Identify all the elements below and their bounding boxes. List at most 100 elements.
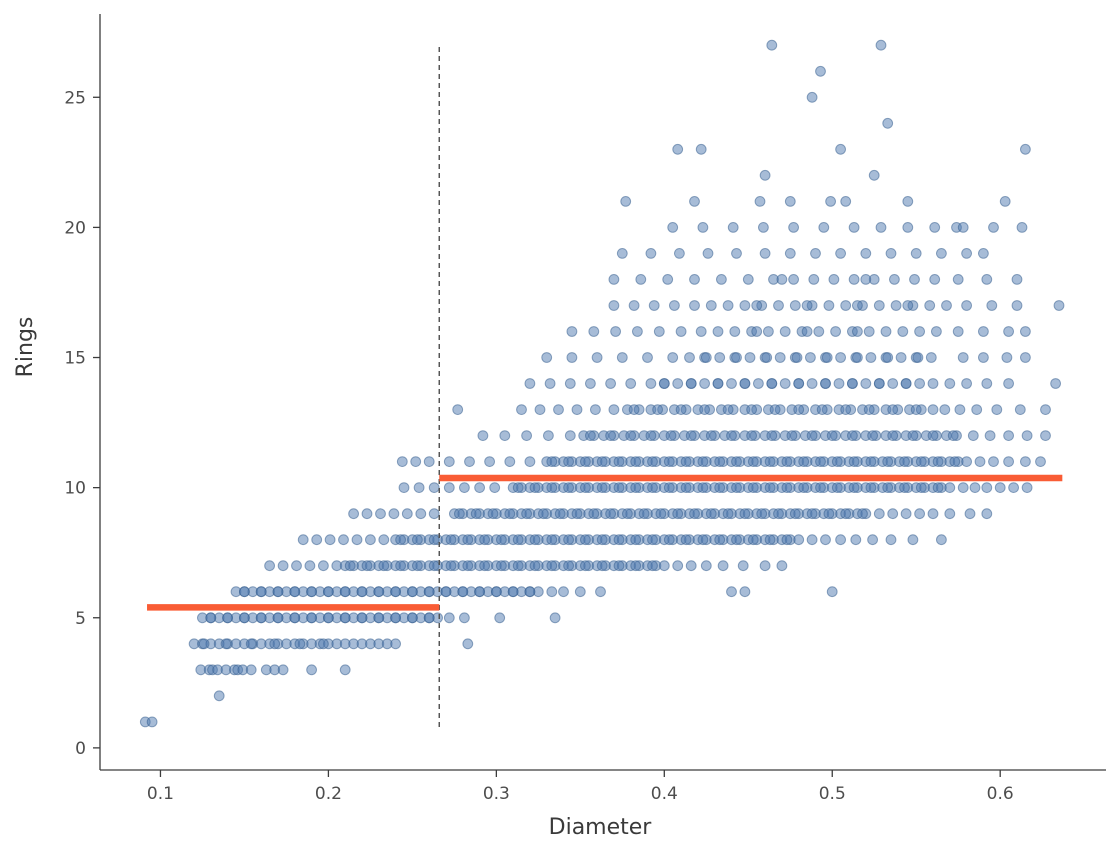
y-tick-label: 15 — [64, 349, 86, 369]
data-point — [788, 274, 799, 285]
data-point — [776, 560, 788, 572]
data-point — [875, 39, 887, 51]
data-point — [504, 456, 516, 468]
data-point — [927, 508, 939, 520]
data-point — [239, 612, 250, 624]
data-point — [852, 352, 863, 363]
data-point — [588, 326, 600, 337]
data-point — [700, 352, 712, 363]
data-point — [662, 274, 674, 285]
data-point — [914, 326, 925, 337]
data-point — [365, 534, 376, 546]
data-point — [1040, 404, 1051, 416]
data-point — [499, 430, 511, 442]
data-point — [981, 378, 993, 389]
data-point — [628, 404, 640, 416]
data-point — [925, 352, 937, 363]
data-point — [882, 456, 894, 468]
data-point — [895, 352, 907, 363]
data-point — [596, 560, 608, 572]
data-point — [952, 274, 964, 285]
data-point — [440, 586, 452, 598]
data-point — [647, 456, 658, 468]
data-point — [680, 456, 692, 468]
data-point — [574, 586, 586, 598]
data-point — [717, 560, 729, 572]
data-point — [538, 508, 549, 520]
data-point — [647, 482, 658, 494]
data-point — [763, 326, 774, 337]
scatter-points — [139, 39, 1065, 728]
data-point — [605, 378, 616, 389]
data-point — [543, 430, 554, 442]
data-point — [889, 274, 900, 285]
data-point — [784, 196, 796, 207]
data-point — [868, 169, 880, 181]
data-point — [459, 612, 470, 624]
data-point — [428, 560, 440, 572]
data-point — [289, 612, 301, 624]
data-point — [705, 508, 717, 520]
data-point — [949, 456, 961, 468]
y-tick-label: 0 — [75, 739, 86, 759]
data-point — [613, 534, 625, 546]
data-point — [705, 430, 717, 442]
data-point — [776, 274, 788, 285]
data-point — [489, 482, 501, 494]
data-point — [751, 300, 763, 311]
data-point — [957, 352, 969, 363]
data-point — [445, 534, 457, 546]
data-point — [571, 404, 583, 416]
data-point — [1001, 352, 1013, 363]
data-point — [632, 326, 643, 337]
data-point — [821, 352, 833, 363]
data-point — [731, 482, 742, 494]
data-point — [512, 482, 524, 494]
data-point — [705, 300, 717, 311]
data-point — [563, 534, 574, 546]
data-point — [546, 534, 558, 546]
data-point — [726, 378, 737, 389]
data-point — [674, 248, 685, 259]
data-point — [850, 534, 862, 546]
data-point — [722, 300, 734, 311]
data-point — [820, 378, 831, 389]
data-point — [1003, 430, 1014, 442]
data-point — [1035, 456, 1046, 468]
data-point — [751, 326, 763, 337]
data-point — [848, 222, 860, 233]
x-tick-label: 0.4 — [651, 784, 678, 804]
data-point — [835, 534, 846, 546]
data-point — [815, 482, 826, 494]
data-point — [344, 560, 356, 572]
data-point — [936, 248, 947, 259]
data-point — [558, 586, 569, 598]
data-point — [245, 664, 257, 676]
data-point — [739, 300, 751, 311]
mean-prediction-lines — [147, 474, 1063, 611]
data-point — [964, 508, 976, 520]
data-point — [613, 482, 625, 494]
data-point — [766, 430, 778, 442]
data-point — [697, 534, 709, 546]
data-point — [947, 430, 959, 442]
data-point — [729, 326, 741, 337]
data-point — [915, 456, 927, 468]
data-point — [756, 508, 768, 520]
data-point — [297, 534, 309, 546]
data-point — [978, 248, 989, 259]
data-point — [754, 196, 766, 207]
y-tick-label: 25 — [64, 88, 86, 108]
data-point — [680, 482, 692, 494]
data-point — [356, 612, 368, 624]
data-point — [939, 404, 951, 416]
data-point — [897, 326, 909, 337]
data-point — [529, 482, 541, 494]
data-point — [731, 248, 742, 259]
data-point — [902, 300, 914, 311]
data-point — [645, 248, 657, 259]
data-point — [647, 534, 658, 546]
data-point — [826, 586, 838, 598]
